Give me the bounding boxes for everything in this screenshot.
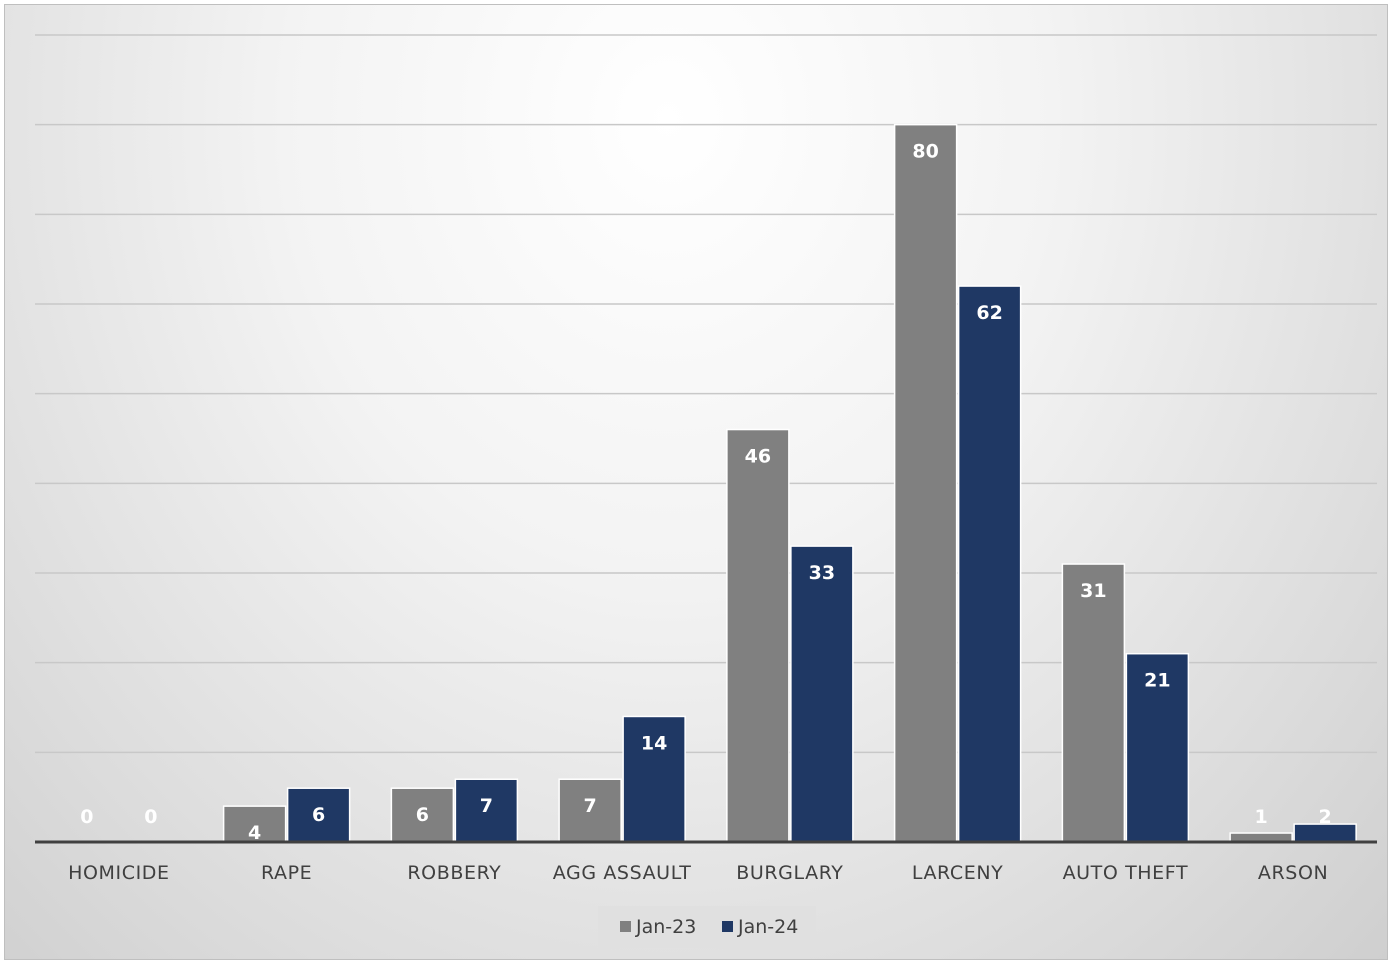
legend: Jan-23 Jan-24 [598, 906, 816, 948]
bars [222, 123, 1357, 843]
data-label: 7 [480, 795, 493, 817]
data-label: 21 [1144, 670, 1170, 692]
data-label: 46 [745, 446, 771, 468]
data-label: 6 [312, 804, 325, 826]
category-label: LARCENY [912, 862, 1004, 884]
legend-box [598, 906, 816, 948]
legend-label: Jan-24 [737, 916, 798, 938]
bar-jan-24-agg-assault [622, 715, 686, 843]
category-label: ROBBERY [407, 862, 501, 884]
legend-label: Jan-23 [635, 916, 696, 938]
data-label: 33 [809, 562, 835, 584]
data-label: 80 [912, 141, 938, 163]
bar-jan-24-auto-theft [1125, 652, 1190, 843]
data-label: 31 [1080, 580, 1106, 602]
data-label: 0 [80, 806, 93, 828]
category-label: RAPE [261, 862, 312, 884]
legend-swatch [722, 921, 733, 932]
bar-jan-24-larceny [957, 285, 1022, 843]
data-label: 6 [416, 804, 429, 826]
category-label: BURGLARY [736, 862, 843, 884]
bar-jan-23-larceny [893, 123, 958, 843]
bar-jan-24-burglary [790, 545, 854, 843]
category-label: AGG ASSAULT [553, 862, 692, 884]
data-label: 7 [584, 795, 597, 817]
data-label: 62 [976, 302, 1002, 324]
category-label: ARSON [1258, 862, 1328, 884]
legend-swatch [620, 921, 631, 932]
category-label: HOMICIDE [68, 862, 170, 884]
data-label: 2 [1319, 806, 1332, 828]
gridlines [35, 34, 1377, 754]
data-label: 0 [144, 806, 157, 828]
data-label: 1 [1255, 806, 1268, 828]
bar-jan-23-burglary [726, 428, 790, 843]
data-label: 4 [248, 822, 261, 844]
category-labels: HOMICIDE RAPE ROBBERY AGG ASSAULT BURGLARY LA… [68, 862, 1328, 884]
data-label: 14 [641, 732, 667, 754]
category-label: AUTO THEFT [1063, 862, 1189, 884]
bar-jan-23-auto-theft [1061, 563, 1126, 843]
